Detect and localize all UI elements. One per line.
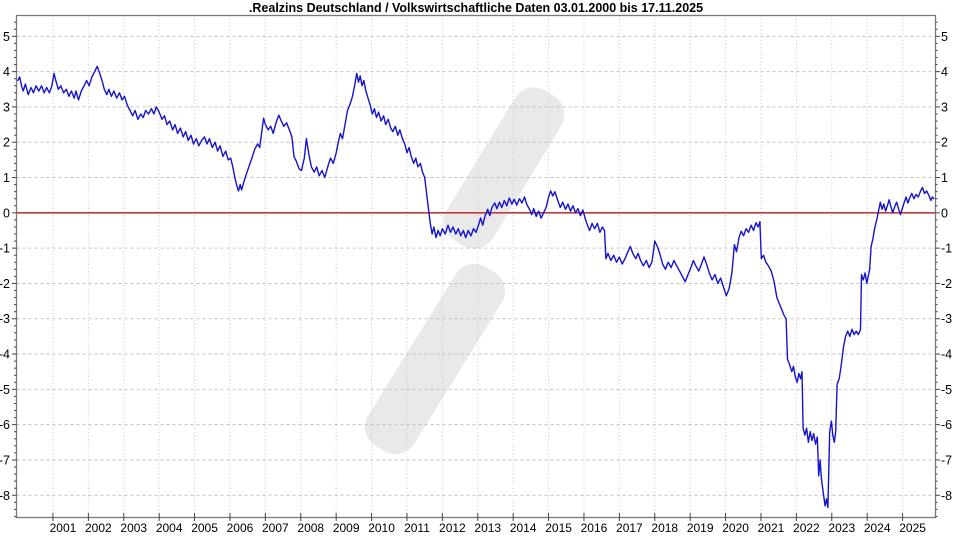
y-axis-label-left: -7 [0, 453, 10, 467]
x-axis-label: 2023 [828, 521, 855, 535]
x-axis-label: 2018 [651, 521, 678, 535]
x-axis-label: 2024 [864, 521, 891, 535]
x-axis: 2001 2002 2003 2004 2005 2006 2007 2008 2009 2010… [50, 521, 927, 535]
y-axis-label-right: 2 [941, 136, 948, 150]
y-axis-label-left: 1 [3, 171, 10, 185]
plot-frame [15, 14, 937, 519]
y-axis-label-left: 0 [3, 206, 10, 220]
y-axis-label-right: -4 [941, 348, 952, 362]
x-axis-label: 2022 [793, 521, 820, 535]
x-axis-label: 2007 [262, 521, 289, 535]
y-axis-label-left: -3 [0, 312, 10, 326]
x-axis-label: 2008 [297, 521, 324, 535]
y-axis-label-right: -7 [941, 453, 952, 467]
x-axis-label: 2017 [616, 521, 643, 535]
y-axis-label-right: -1 [941, 242, 952, 256]
y-axis-label-left: -1 [0, 242, 10, 256]
x-axis-label: 2014 [510, 521, 537, 535]
y-axis-label-right: 4 [941, 65, 948, 79]
x-axis-label: 2016 [581, 521, 608, 535]
y-axis-label-right: -2 [941, 277, 952, 291]
y-axis-label-right: 3 [941, 100, 948, 114]
y-axis-label-left: -5 [0, 383, 10, 397]
y-axis-label-left: -6 [0, 418, 10, 432]
x-axis-label: 2015 [545, 521, 572, 535]
y-axis-label-right: -6 [941, 418, 952, 432]
x-axis-label: 2002 [85, 521, 112, 535]
x-axis-label: 2020 [722, 521, 749, 535]
x-axis-label: 2019 [687, 521, 714, 535]
x-axis-label: 2005 [191, 521, 218, 535]
x-axis-label: 2006 [227, 521, 254, 535]
y-axis-label-left: 3 [3, 100, 10, 114]
x-axis-label: 2011 [404, 521, 430, 535]
y-axis-label-right: 5 [941, 30, 948, 44]
axis-ticks [12, 21, 940, 521]
y-axis-label-left: -2 [0, 277, 10, 291]
y-axis-label-right: -3 [941, 312, 952, 326]
x-axis-label: 2004 [156, 521, 183, 535]
x-axis-label: 2021 [758, 521, 785, 535]
x-axis-label: 2013 [474, 521, 501, 535]
y-axis-label-right: -5 [941, 383, 952, 397]
x-axis-label: 2010 [368, 521, 395, 535]
y-axis-left: 5 4 3 2 1 0 -1 -2 -3 -4 -5 -6 -7 -8 [0, 30, 10, 503]
y-axis-label-left: -8 [0, 489, 10, 503]
y-axis-right: 5 4 3 2 1 0 -1 -2 -3 -4 -5 -6 -7 -8 [941, 30, 952, 503]
x-axis-label: 2025 [899, 521, 926, 535]
x-axis-label: 2001 [50, 521, 77, 535]
x-axis-label: 2009 [333, 521, 360, 535]
y-axis-label-left: 4 [3, 65, 10, 79]
x-axis-label: 2012 [439, 521, 466, 535]
x-axis-label: 2003 [120, 521, 147, 535]
series-line-realzins-deutschland [17, 65, 935, 509]
y-axis-label-left: 2 [3, 136, 10, 150]
y-axis-label-right: -8 [941, 489, 952, 503]
y-axis-label-left: 5 [3, 30, 10, 44]
y-axis-label-right: 0 [941, 206, 948, 220]
y-axis-label-left: -4 [0, 348, 10, 362]
chart-title: .Realzins Deutschland / Volkswirtschaftl… [248, 1, 704, 15]
y-axis-label-right: 1 [941, 171, 948, 185]
watermark-slash-logo [365, 87, 565, 455]
